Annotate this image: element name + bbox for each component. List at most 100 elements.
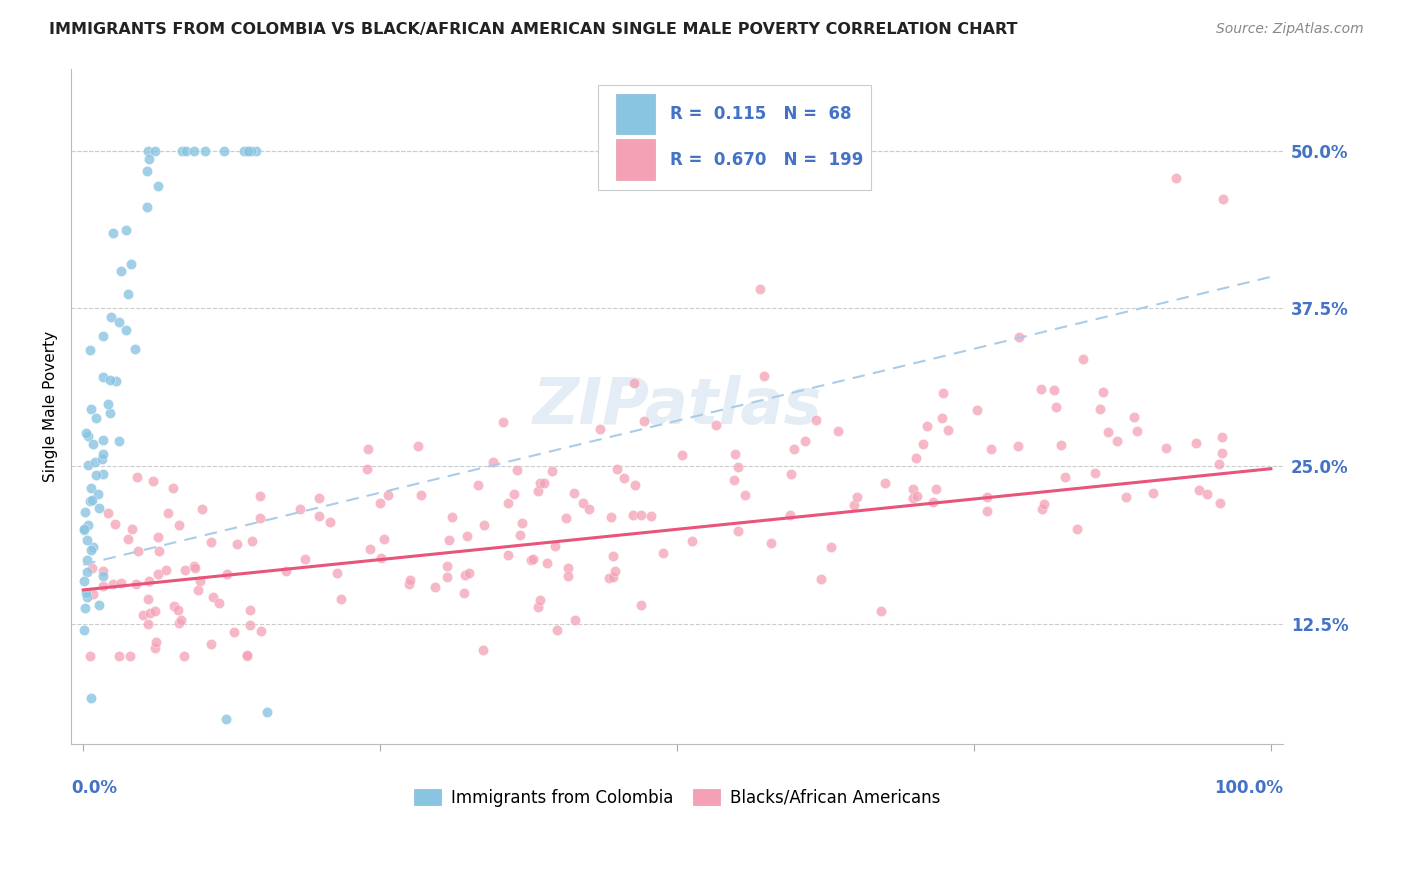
Point <box>398 573 420 587</box>
Point <box>121 523 143 537</box>
Point <box>256 706 278 720</box>
Point <box>245 144 267 158</box>
Point <box>200 637 222 651</box>
Point <box>174 144 197 158</box>
Point <box>115 223 138 237</box>
Point <box>630 599 652 613</box>
Point <box>681 534 703 549</box>
Point <box>904 451 927 466</box>
Point <box>498 548 520 562</box>
Point <box>522 551 544 566</box>
Point <box>82 587 104 601</box>
Point <box>630 508 652 522</box>
Point <box>187 582 209 597</box>
Point <box>330 591 353 606</box>
Text: 100.0%: 100.0% <box>1213 779 1282 797</box>
Bar <box>616 139 655 180</box>
Point <box>509 528 531 542</box>
Point <box>1084 466 1107 480</box>
Point <box>91 329 114 343</box>
Point <box>752 369 775 384</box>
Point <box>76 590 98 604</box>
Point <box>142 475 165 489</box>
Text: IMMIGRANTS FROM COLOMBIA VS BLACK/AFRICAN AMERICAN SINGLE MALE POVERTY CORRELATI: IMMIGRANTS FROM COLOMBIA VS BLACK/AFRICA… <box>49 22 1018 37</box>
Point <box>166 602 188 616</box>
Point <box>155 563 177 577</box>
Point <box>1123 409 1146 424</box>
Point <box>143 640 166 655</box>
Point <box>554 511 576 525</box>
Point <box>359 541 381 556</box>
Point <box>120 648 142 663</box>
Point <box>104 516 127 531</box>
Point <box>1208 457 1230 471</box>
Point <box>842 498 865 512</box>
Point <box>114 323 136 337</box>
Point <box>236 648 259 663</box>
Point <box>1029 382 1052 396</box>
Point <box>1197 487 1219 501</box>
Point <box>471 643 494 657</box>
Point <box>589 422 612 436</box>
Point <box>100 310 122 325</box>
Point <box>1066 523 1088 537</box>
Point <box>723 473 745 487</box>
Point <box>167 616 190 631</box>
Point <box>93 433 115 447</box>
Y-axis label: Single Male Poverty: Single Male Poverty <box>44 331 58 482</box>
Point <box>820 540 842 554</box>
Point <box>76 458 98 472</box>
Point <box>578 502 600 516</box>
Point <box>215 567 238 582</box>
Point <box>191 502 214 516</box>
Point <box>1008 330 1031 344</box>
Point <box>436 558 458 573</box>
Point <box>373 533 395 547</box>
Point <box>87 501 110 516</box>
Point <box>135 200 157 214</box>
Point <box>87 487 110 501</box>
Point <box>91 447 114 461</box>
Point <box>80 543 103 558</box>
Point <box>188 574 211 588</box>
Point <box>925 483 948 497</box>
Point <box>357 442 380 456</box>
Point <box>290 501 312 516</box>
Point <box>208 596 231 610</box>
Point <box>91 579 114 593</box>
Point <box>1142 486 1164 500</box>
Point <box>79 402 101 417</box>
Point <box>980 442 1002 457</box>
Point <box>1050 438 1073 452</box>
Point <box>98 374 121 388</box>
Point <box>108 434 131 448</box>
Point <box>98 406 121 420</box>
Point <box>1164 171 1187 186</box>
Point <box>240 144 263 158</box>
Point <box>603 564 626 578</box>
Point <box>723 447 745 461</box>
Point <box>136 144 159 158</box>
Point <box>75 585 97 599</box>
Point <box>239 618 262 632</box>
Point <box>75 425 97 440</box>
Text: R =  0.115   N =  68: R = 0.115 N = 68 <box>669 104 851 123</box>
Point <box>156 507 179 521</box>
Point <box>138 607 160 621</box>
Point <box>1184 436 1206 450</box>
Point <box>1209 496 1232 510</box>
Point <box>239 603 262 617</box>
FancyBboxPatch shape <box>599 86 870 190</box>
Point <box>87 598 110 612</box>
Point <box>212 144 235 158</box>
Point <box>602 570 624 584</box>
Point <box>599 509 621 524</box>
Point <box>572 496 595 510</box>
Point <box>136 617 159 632</box>
Point <box>529 475 551 490</box>
Point <box>143 604 166 618</box>
Point <box>127 469 149 483</box>
Point <box>520 553 543 567</box>
Text: Source: ZipAtlas.com: Source: ZipAtlas.com <box>1216 22 1364 37</box>
Point <box>183 144 205 158</box>
